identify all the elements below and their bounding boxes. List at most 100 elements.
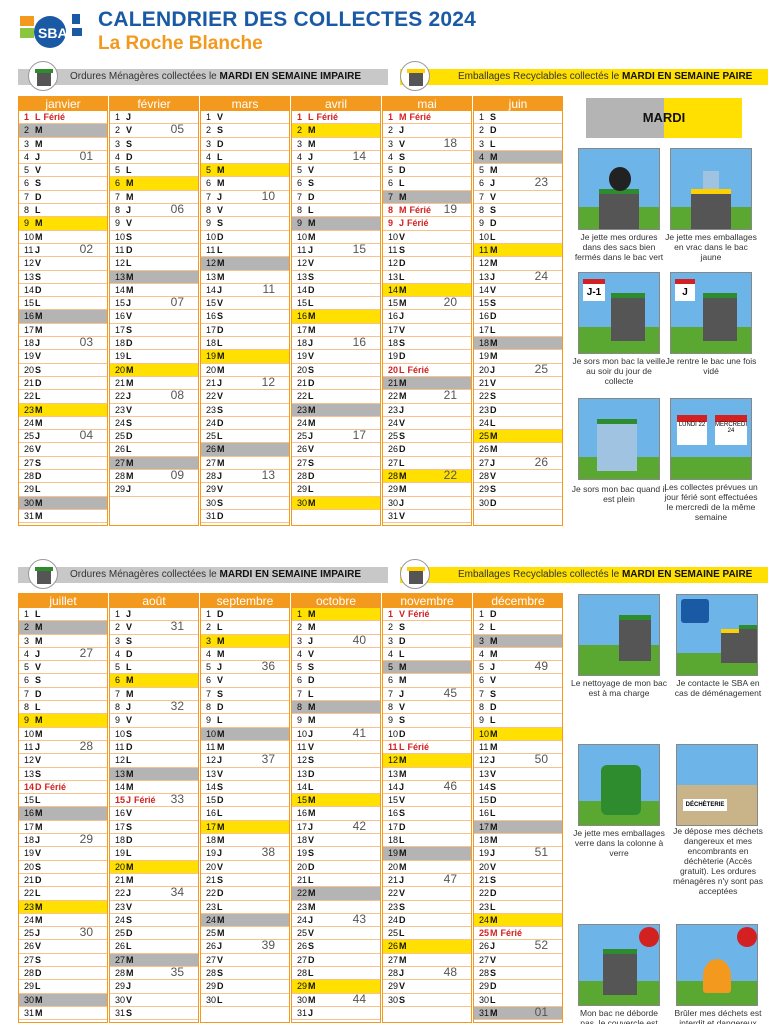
bin-out-illustration: J-1 bbox=[578, 272, 660, 354]
day-letter: J bbox=[35, 835, 41, 846]
day-row: 15D bbox=[474, 794, 562, 808]
day-number: 11 bbox=[388, 244, 398, 255]
day-number: 25 bbox=[206, 431, 217, 442]
day-row: 30M bbox=[19, 993, 107, 1007]
day-row: 29S bbox=[474, 483, 562, 497]
day-letter: V bbox=[490, 377, 497, 388]
day-row: 22M 21 bbox=[383, 389, 471, 404]
day-row: 25L bbox=[383, 927, 471, 941]
day-letter: M bbox=[399, 377, 407, 388]
day-number: 3 bbox=[115, 635, 121, 646]
day-letter: V bbox=[308, 741, 315, 752]
week-number: 23 bbox=[534, 175, 548, 190]
day-number: 6 bbox=[479, 178, 485, 189]
day-letter: S bbox=[217, 218, 224, 229]
week-number: 43 bbox=[352, 911, 366, 926]
day-number: 18 bbox=[479, 835, 490, 846]
legend-emballages-bold-2: MARDI EN SEMAINE PAIRE bbox=[621, 569, 753, 580]
day-row: 30M bbox=[292, 496, 380, 510]
day-letter: S bbox=[217, 874, 224, 885]
legend-ordures-2: Ordures Ménagères collectées le MARDI EN… bbox=[18, 567, 388, 583]
day-row: 16V bbox=[110, 310, 198, 324]
day-row: 8 J 06 bbox=[110, 203, 198, 218]
day-letter: V bbox=[35, 755, 42, 766]
day-letter: M bbox=[35, 231, 43, 242]
day-number: 15 bbox=[479, 795, 490, 806]
week-number: 14 bbox=[352, 148, 366, 163]
day-number: 22 bbox=[206, 391, 217, 402]
day-letter: S bbox=[308, 364, 315, 375]
day-number: 24 bbox=[479, 417, 490, 428]
day-row: 30L bbox=[474, 994, 562, 1007]
day-letter: J bbox=[399, 125, 405, 136]
day-letter: M bbox=[35, 138, 43, 149]
day-number: 3 bbox=[479, 138, 485, 149]
day-letter: L bbox=[399, 928, 405, 939]
day-row: 13D bbox=[292, 768, 380, 781]
month-column: décembre 1 D 2 L 3 M 4 M 5 J 49 6 V 7 S 8 D 9 L 10M 11 M 12J 50 1… bbox=[473, 593, 563, 1023]
holiday-calendar-illustration: LUNDI 22 MERCREDI 24 bbox=[670, 398, 752, 480]
day-row: 17V bbox=[383, 324, 471, 338]
day-letter: J bbox=[490, 364, 496, 375]
day-number: 26 bbox=[479, 444, 490, 455]
day-letter: S bbox=[399, 431, 406, 442]
day-number: 5 bbox=[297, 662, 303, 673]
day-letter: V bbox=[126, 994, 133, 1005]
day-row: 20V bbox=[201, 861, 289, 874]
day-number: 6 bbox=[115, 675, 121, 686]
day-letter: M bbox=[217, 178, 225, 189]
day-number: 18 bbox=[297, 835, 308, 846]
day-row: 2 V 05 bbox=[110, 123, 198, 138]
day-letter: L bbox=[399, 364, 405, 375]
day-number: 7 bbox=[24, 191, 30, 202]
day-letter: D bbox=[490, 125, 497, 136]
day-letter: J bbox=[217, 848, 223, 859]
day-letter: D bbox=[35, 781, 42, 792]
day-number: 22 bbox=[206, 888, 217, 899]
day-letter: D bbox=[399, 821, 406, 832]
day-letter: M bbox=[308, 417, 316, 428]
day-letter: L bbox=[126, 662, 132, 673]
day-letter: M bbox=[126, 768, 134, 779]
day-letter: J bbox=[126, 112, 132, 122]
day-letter: V bbox=[399, 795, 406, 806]
day-letter: M bbox=[217, 258, 225, 269]
day-row: 27S bbox=[292, 457, 380, 471]
day-number: 19 bbox=[297, 351, 308, 362]
day-number: 26 bbox=[24, 444, 35, 455]
day-number: 4 bbox=[388, 648, 394, 659]
day-letter: J bbox=[126, 205, 132, 216]
holiday-label: Férié bbox=[44, 781, 67, 792]
day-number: 29 bbox=[206, 981, 217, 992]
day-letter: M bbox=[126, 284, 134, 295]
day-letter: D bbox=[217, 795, 224, 806]
day-row: 24D bbox=[383, 914, 471, 928]
day-number: 8 bbox=[115, 702, 121, 713]
day-row: 17M bbox=[19, 324, 107, 338]
day-number: 2 bbox=[388, 622, 394, 633]
day-letter: S bbox=[126, 138, 133, 149]
day-letter: V bbox=[126, 125, 133, 136]
day-number: 26 bbox=[115, 941, 126, 952]
day-number: 14 bbox=[206, 284, 217, 295]
day-row: 29L bbox=[19, 483, 107, 497]
day-row: 27M bbox=[383, 954, 471, 968]
day-row: 26L bbox=[110, 443, 198, 457]
day-row: 19L bbox=[110, 350, 198, 364]
day-letter: V bbox=[399, 138, 406, 149]
day-row: 18J 29 bbox=[19, 833, 107, 848]
day-number: 11 bbox=[479, 741, 489, 752]
day-number: 10 bbox=[24, 728, 35, 739]
day-number: 23 bbox=[115, 901, 126, 912]
day-row: 20M bbox=[201, 364, 289, 377]
day-letter: V bbox=[35, 165, 42, 176]
day-row: 26V bbox=[19, 443, 107, 457]
